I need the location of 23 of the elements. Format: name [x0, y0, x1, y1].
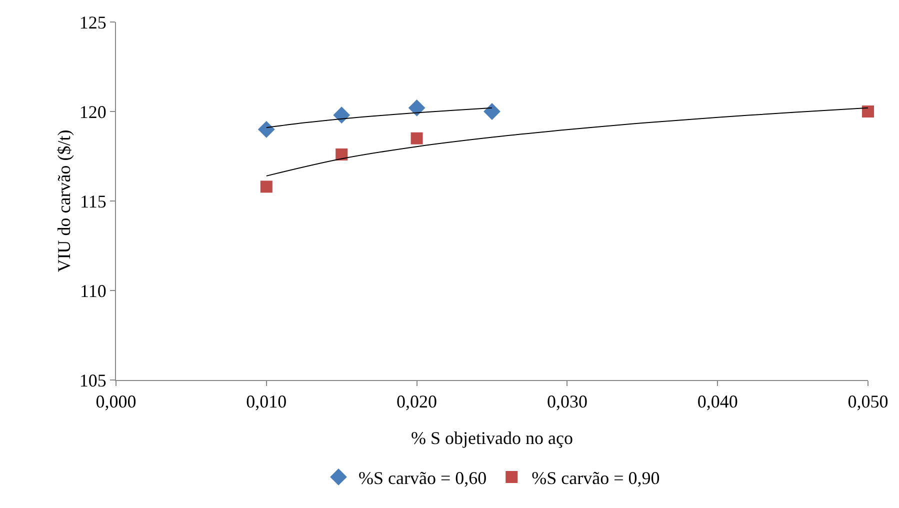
- y-tick-label: 115: [80, 191, 106, 212]
- x-tick-label: 0,010: [246, 392, 287, 412]
- legend-label: %S carvão = 0,90: [532, 468, 660, 488]
- y-tick-label: 120: [79, 102, 106, 122]
- point: [333, 106, 350, 124]
- x-tick-label: 0,030: [546, 392, 588, 412]
- x-tick-label: 0,000: [96, 392, 136, 412]
- point: [260, 180, 272, 193]
- x-tick-label: 0,020: [396, 392, 438, 412]
- point: [484, 103, 500, 120]
- point: [410, 132, 423, 144]
- y-tick-label: 105: [79, 370, 106, 390]
- point: [258, 120, 275, 138]
- y-tick-label: 125: [79, 12, 106, 32]
- point: [408, 99, 426, 116]
- point: [862, 106, 874, 118]
- x-axis-title: % S objetivado no aço: [411, 428, 573, 448]
- x-tick-label: 0,040: [697, 392, 738, 412]
- point: [336, 148, 348, 160]
- y-tick-label: 110: [80, 280, 106, 301]
- x-tick-label: 0,050: [848, 392, 888, 412]
- legend-label: %S carvão = 0,60: [358, 468, 487, 488]
- y-axis-title: VIU do carvão ($/t): [54, 130, 74, 272]
